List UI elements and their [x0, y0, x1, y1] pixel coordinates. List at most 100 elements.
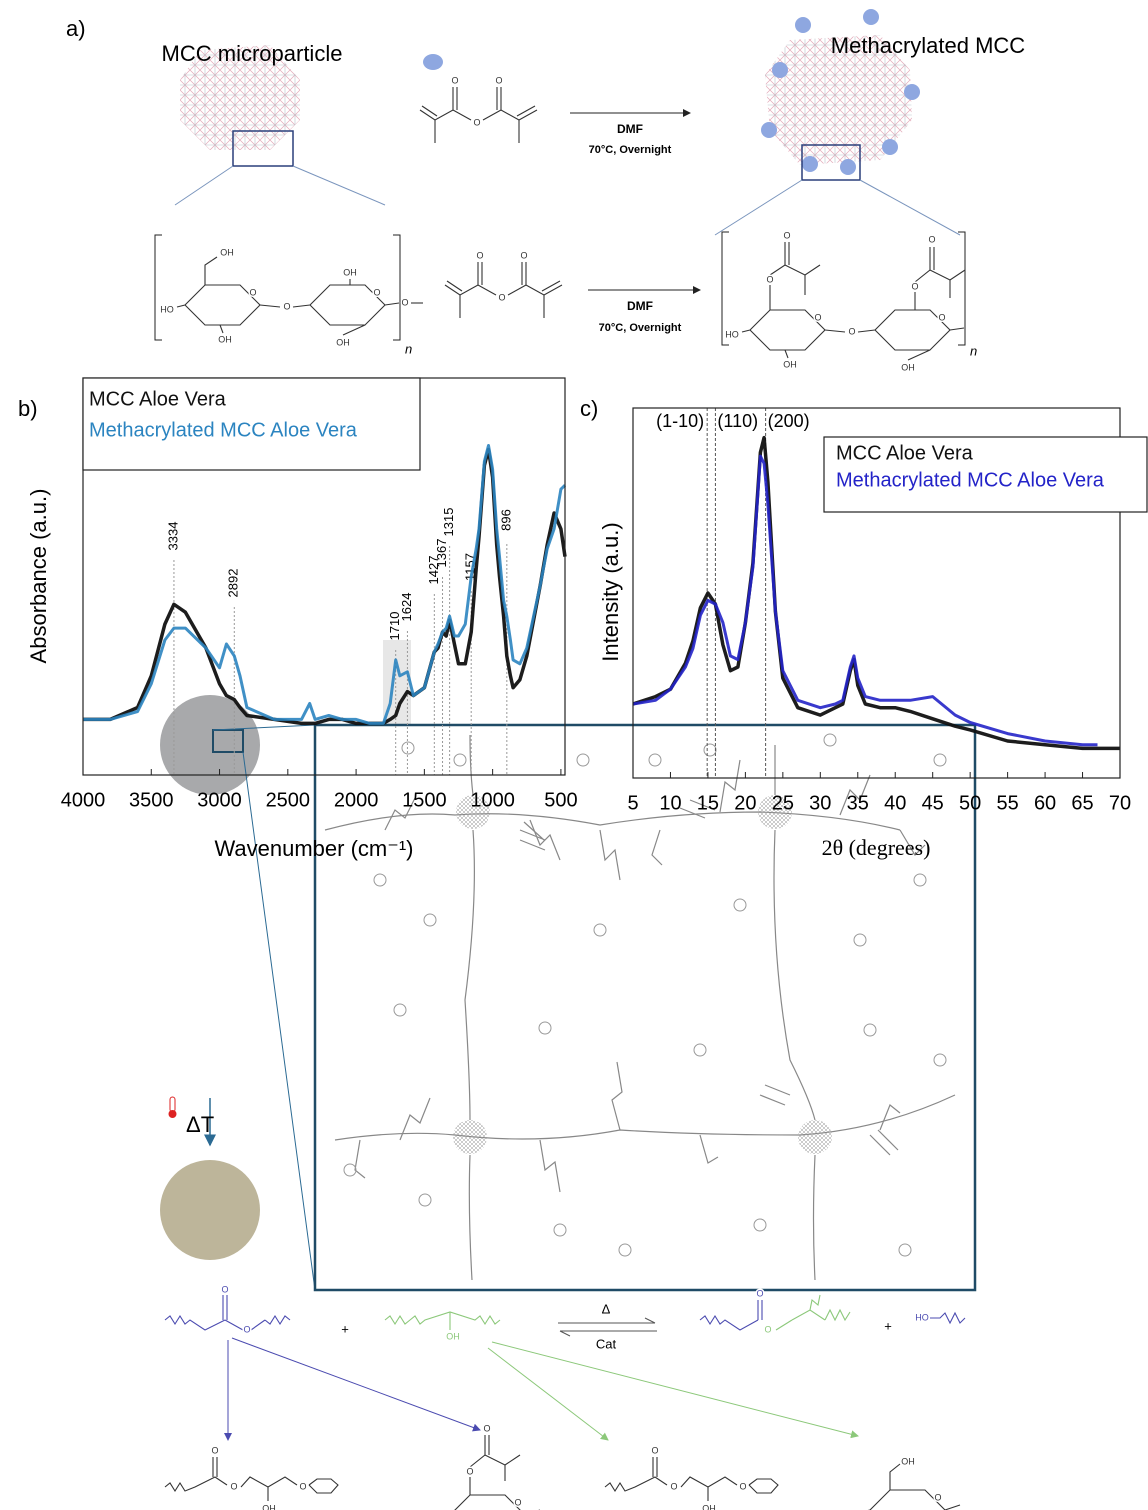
peak-label: 1624 — [399, 593, 414, 622]
bond — [384, 302, 400, 306]
bond — [809, 1294, 821, 1311]
legend-entry: MCC Aloe Vera — [836, 442, 974, 464]
atom-label: O — [739, 1481, 746, 1491]
peak-label: 1367 — [434, 539, 449, 568]
bond — [741, 329, 751, 333]
conditions: 70°C, Overnight — [589, 144, 672, 156]
x-axis-label: 2θ (degrees) — [822, 835, 931, 860]
bond — [507, 284, 563, 296]
bond — [259, 304, 281, 308]
bond — [775, 1319, 793, 1331]
arrowheads — [559, 1317, 656, 1337]
x-tick-label: 65 — [1071, 792, 1093, 814]
x-tick-label: 3500 — [129, 789, 174, 811]
atom-label: O — [938, 312, 945, 322]
x-tick-label: 35 — [847, 792, 869, 814]
bond — [240, 1476, 298, 1488]
sample-after — [160, 1160, 260, 1260]
legend-entry: Methacrylated MCC Aloe Vera — [836, 469, 1105, 491]
bond — [699, 1314, 759, 1331]
atom-label: OH — [446, 1331, 460, 1341]
panel-label: c) — [580, 396, 598, 421]
x-tick-label: 3000 — [197, 789, 242, 811]
reflection-label: (1-10) — [656, 411, 704, 431]
atom-label: OH — [901, 362, 915, 372]
atom-label: O — [283, 301, 290, 311]
bond — [930, 1311, 966, 1325]
reagent: DMF — [617, 122, 643, 136]
scheme-d: ΔT Δ Cat + + — [160, 695, 977, 1441]
x-tick-label: 1500 — [402, 789, 447, 811]
zoom-line — [714, 179, 961, 236]
x-tick-label: 30 — [809, 792, 831, 814]
bond — [824, 329, 846, 333]
molecule: O O OH O — [164, 1444, 339, 1510]
sample-before — [160, 695, 260, 795]
methacrylate-dots — [761, 9, 920, 175]
reverse-label: Cat — [596, 1336, 617, 1351]
bond — [342, 324, 366, 336]
molecule: O O OH O — [604, 1444, 779, 1510]
atom-label: O — [764, 1324, 771, 1334]
panel-label: a) — [66, 16, 86, 41]
molecule: OH — [384, 1311, 501, 1343]
peak-label: 1315 — [441, 508, 456, 537]
atom-label: O — [249, 287, 256, 297]
bond — [907, 349, 931, 361]
atom-label: HO — [847, 1508, 861, 1510]
atom-label: O — [299, 1481, 306, 1491]
bond — [541, 280, 561, 292]
atom-label: HO — [725, 329, 739, 339]
x-tick-label: 1000 — [470, 789, 515, 811]
bond — [384, 1311, 501, 1326]
atom-label: OH — [901, 1456, 915, 1466]
atom-label: OH — [702, 1503, 716, 1510]
atom-label: O — [670, 1481, 677, 1491]
bond — [308, 1478, 339, 1494]
atom-label: O — [476, 250, 483, 260]
atom-label: OH — [783, 359, 797, 369]
atom-label: O — [473, 117, 480, 127]
subscript: n — [405, 341, 412, 356]
peak-label: 2892 — [226, 569, 241, 598]
conditions: 70°C, Overnight — [599, 322, 682, 334]
peak-label: 1710 — [387, 612, 402, 641]
bond — [748, 1478, 779, 1494]
zoom-box — [212, 729, 244, 753]
legend-entry: Methacrylated MCC Aloe Vera — [89, 419, 358, 441]
bond — [292, 304, 311, 308]
arrow — [231, 1337, 481, 1432]
molecule: O — [699, 1287, 765, 1331]
bond — [482, 109, 538, 121]
atom-label: O — [498, 292, 505, 302]
bond — [784, 349, 789, 359]
bond — [469, 1454, 521, 1468]
phenyl-groups — [343, 733, 947, 1257]
x-tick-label: 40 — [884, 792, 906, 814]
bond — [516, 105, 536, 117]
atom-label: O — [766, 274, 773, 284]
thermometer-icon — [168, 1096, 177, 1118]
crosslink-nodes — [453, 795, 832, 1154]
reflection-label: (110) — [717, 411, 758, 431]
bond — [680, 1476, 738, 1488]
atom-label: O — [401, 297, 408, 307]
bond — [857, 329, 876, 333]
zoom-box — [801, 144, 861, 181]
x-tick-label: 60 — [1034, 792, 1056, 814]
zoom-line — [212, 724, 316, 1291]
atom-label: OH — [220, 247, 234, 257]
atom-label: O — [221, 1284, 228, 1294]
arrow — [491, 1341, 859, 1439]
panel-label: b) — [18, 396, 38, 421]
legend-box — [823, 436, 1148, 513]
bond — [944, 1504, 961, 1510]
zoom-line — [174, 165, 386, 206]
label: MCC microparticle — [162, 41, 343, 66]
atom-label: O — [211, 1445, 218, 1455]
atom-label: O — [934, 1492, 941, 1502]
forward-label: Δ — [602, 1301, 611, 1316]
zoom-box — [232, 130, 294, 167]
